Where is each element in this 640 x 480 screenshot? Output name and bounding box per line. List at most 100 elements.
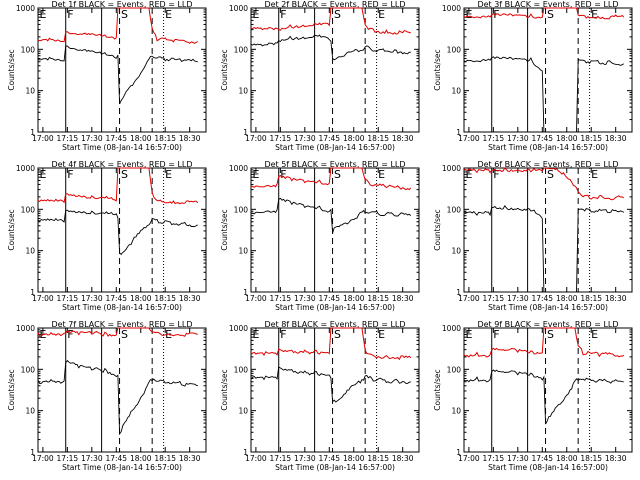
series-lld-line (37, 327, 198, 337)
x-tick-label: 17:00 (245, 134, 267, 143)
y-axis-label: Counts/sec (433, 369, 442, 410)
y-axis-label: Counts/sec (7, 49, 16, 90)
x-tick-label: 18:00 (130, 134, 152, 143)
phase-marker-label: E (253, 168, 260, 181)
plot-frame (250, 7, 420, 133)
y-tick-label: 100 (234, 205, 249, 214)
x-tick-label: 17:00 (458, 134, 480, 143)
x-tick-label: 17:30 (507, 294, 529, 303)
panel-title: Det 2f BLACK = Events, RED = LLD (264, 0, 405, 9)
panel-det-9: Det 9f BLACK = Events, RED = LLD 1 10 100 10… (433, 320, 633, 472)
phase-marker-label: S (547, 8, 554, 21)
y-axis-label: Counts/sec (220, 49, 229, 90)
x-tick-label: 18:15 (154, 454, 176, 463)
x-tick-label: 18:15 (580, 454, 602, 463)
phase-marker-label: S (121, 8, 128, 21)
x-axis-label: Start Time (08-Jan-14 16:57:00) (275, 463, 395, 472)
x-tick-label: 18:30 (392, 454, 414, 463)
x-tick-label: 17:15 (57, 454, 79, 463)
y-tick-label: 10 (451, 407, 461, 416)
series-lld-line (250, 327, 412, 361)
panel-det-3: Det 3f BLACK = Events, RED = LLD 1 10 100 10… (433, 0, 633, 152)
x-tick-label: 18:00 (130, 294, 152, 303)
x-tick-label: 17:15 (483, 294, 505, 303)
phase-marker-label: F (493, 328, 499, 341)
panel-title: Det 3f BLACK = Events, RED = LLD (477, 0, 618, 9)
series-lld-line (250, 7, 411, 35)
y-axis-label: Counts/sec (220, 369, 229, 410)
phase-marker-label: F (67, 8, 73, 21)
panel-det-8: Det 8f BLACK = Events, RED = LLD 1 10 100 10… (220, 320, 420, 472)
x-tick-label: 18:00 (343, 294, 365, 303)
phase-marker-label: S (334, 328, 341, 341)
y-axis-label: Counts/sec (7, 369, 16, 410)
x-tick-label: 18:00 (556, 454, 578, 463)
x-tick-label: 18:15 (580, 134, 602, 143)
y-tick-label: 1 (30, 448, 35, 457)
y-tick-label: 100 (21, 365, 36, 374)
y-tick-label: 1000 (442, 4, 461, 13)
x-tick-label: 18:15 (154, 294, 176, 303)
y-tick-label: 1 (456, 128, 461, 137)
phase-marker-label: S (121, 328, 128, 341)
panel-det-6: Det 6f BLACK = Events, RED = LLD 1 10 100 10… (433, 160, 633, 312)
y-tick-label: 1000 (16, 324, 35, 333)
phase-marker-label: E (378, 328, 385, 341)
x-tick-label: 18:00 (130, 454, 152, 463)
phase-marker-label: E (378, 8, 385, 21)
plot-frame (463, 167, 633, 293)
y-tick-label: 1000 (442, 164, 461, 173)
x-tick-label: 17:45 (105, 134, 127, 143)
y-tick-label: 10 (451, 87, 461, 96)
x-tick-label: 17:00 (32, 134, 54, 143)
phase-marker-label: F (280, 8, 286, 21)
phase-marker-label: S (334, 168, 341, 181)
x-tick-label: 17:45 (105, 294, 127, 303)
phase-marker-label: F (280, 168, 286, 181)
phase-marker-label: F (493, 168, 499, 181)
phase-marker-label: E (253, 328, 260, 341)
x-tick-label: 17:30 (507, 134, 529, 143)
panel-title: Det 7f BLACK = Events, RED = LLD (51, 320, 192, 329)
y-tick-label: 1000 (229, 164, 248, 173)
phase-marker-label: F (280, 328, 286, 341)
series-events-line (37, 45, 198, 105)
x-tick-label: 17:45 (531, 294, 553, 303)
phase-marker-label: E (591, 328, 598, 341)
series-events-line (463, 56, 625, 133)
panel-det-1: Det 1f BLACK = Events, RED = LLD 1 10 100 10… (7, 0, 207, 152)
x-axis-label: Start Time (08-Jan-14 16:57:00) (62, 303, 182, 312)
y-tick-label: 1000 (16, 4, 35, 13)
y-tick-label: 1 (243, 288, 248, 297)
x-tick-label: 18:30 (605, 454, 627, 463)
plot-frame (250, 327, 420, 453)
y-tick-label: 10 (238, 407, 248, 416)
phase-marker-label: E (466, 168, 473, 181)
y-tick-label: 1 (30, 288, 35, 297)
x-tick-label: 17:15 (483, 454, 505, 463)
panel-title: Det 5f BLACK = Events, RED = LLD (264, 160, 405, 169)
y-tick-label: 1 (456, 288, 461, 297)
y-tick-label: 100 (21, 45, 36, 54)
x-tick-label: 18:30 (605, 134, 627, 143)
plot-frame (37, 327, 207, 453)
phase-marker-label: S (547, 168, 554, 181)
x-tick-label: 17:00 (245, 294, 267, 303)
y-tick-label: 10 (238, 247, 248, 256)
series-lld-line (37, 167, 199, 205)
x-tick-label: 18:00 (556, 134, 578, 143)
x-tick-label: 18:30 (392, 134, 414, 143)
x-axis-label: Start Time (08-Jan-14 16:57:00) (488, 303, 608, 312)
series-lld-line (37, 7, 199, 44)
x-tick-label: 18:15 (580, 294, 602, 303)
series-events-line (463, 369, 624, 425)
phase-marker-label: E (40, 8, 47, 21)
x-axis-label: Start Time (08-Jan-14 16:57:00) (488, 143, 608, 152)
panel-det-5: Det 5f BLACK = Events, RED = LLD 1 10 100 10… (220, 160, 420, 312)
x-tick-label: 17:30 (507, 454, 529, 463)
phase-marker-label: E (378, 168, 385, 181)
panel-det-2: Det 2f BLACK = Events, RED = LLD 1 10 100 10… (220, 0, 420, 152)
x-tick-label: 18:15 (367, 134, 389, 143)
x-tick-label: 17:15 (270, 294, 292, 303)
y-axis-label: Counts/sec (433, 49, 442, 90)
